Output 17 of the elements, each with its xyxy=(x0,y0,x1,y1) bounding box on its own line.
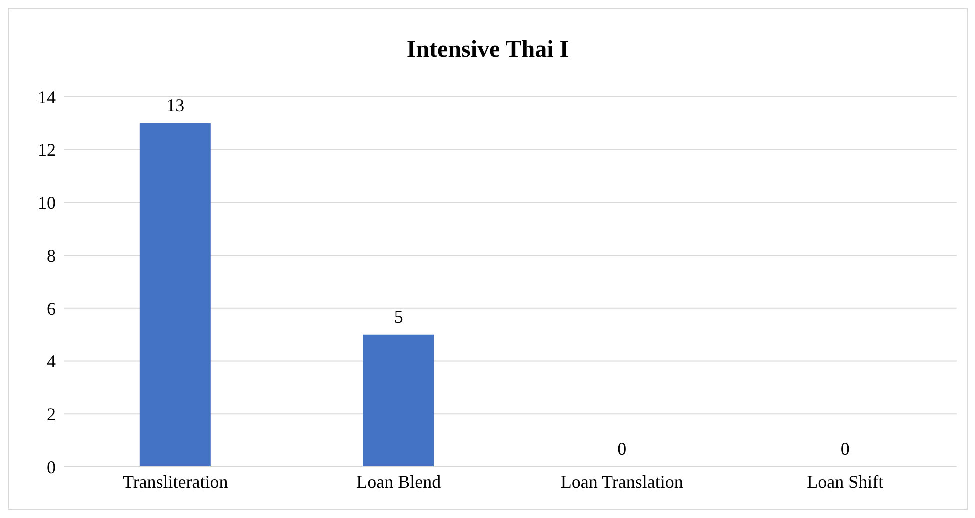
y-tick-label: 12 xyxy=(38,140,56,160)
data-label: 0 xyxy=(840,439,850,459)
x-tick-label: Loan Shift xyxy=(807,472,884,492)
data-label: 5 xyxy=(394,306,404,327)
y-tick-label: 6 xyxy=(47,298,56,319)
y-tick-label: 4 xyxy=(47,352,56,372)
y-tick-label: 14 xyxy=(38,87,56,108)
y-tick-label: 2 xyxy=(47,404,56,425)
x-tick-label: Loan Translation xyxy=(560,472,684,492)
y-tick-label: 0 xyxy=(47,457,56,478)
x-tick-label: Loan Blend xyxy=(356,472,442,492)
chart-title: Intensive Thai I xyxy=(406,37,570,64)
y-tick-label: 10 xyxy=(38,193,56,214)
data-label: 13 xyxy=(166,95,185,116)
y-tick-label: 8 xyxy=(47,246,56,266)
x-tick-label: Transliteration xyxy=(122,472,228,492)
data-label: 0 xyxy=(618,439,627,459)
